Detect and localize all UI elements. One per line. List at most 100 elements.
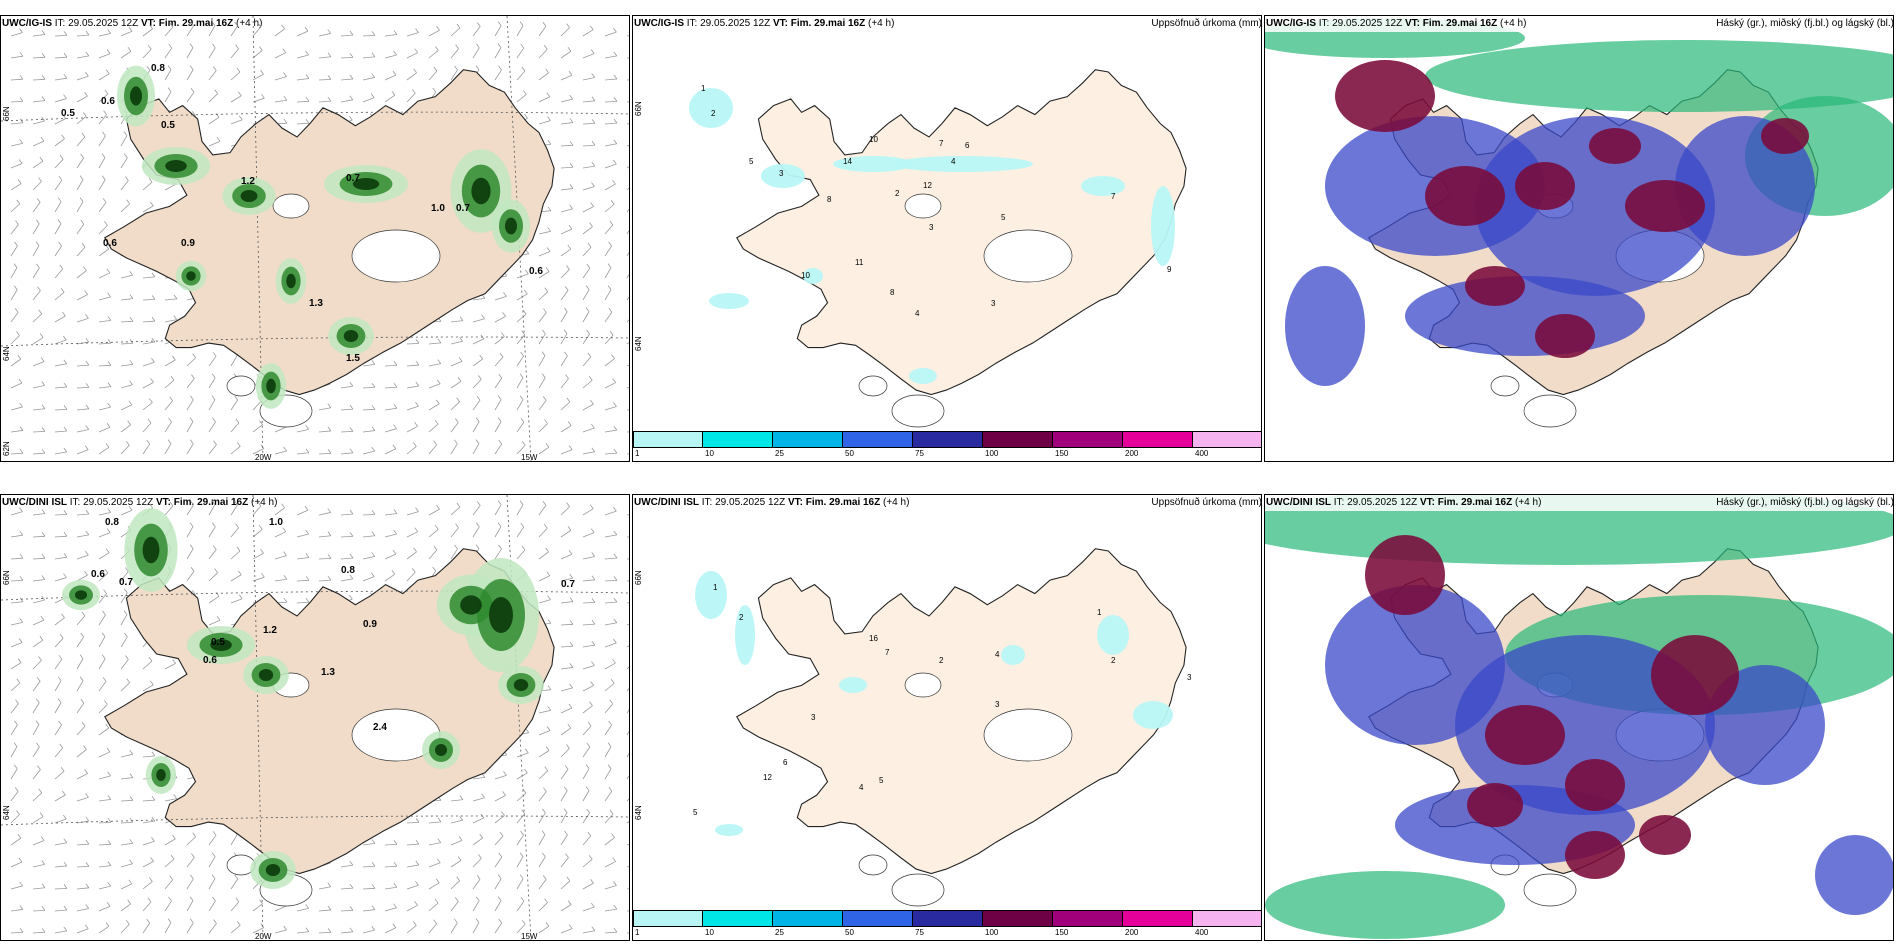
panel-header: UWC/DINI ISL IT: 29.05.2025 12Z VT: Fim.… — [633, 495, 1261, 511]
value-label: 3 — [929, 223, 934, 232]
colorbar-tick: 50 — [845, 449, 854, 458]
it-value: 29.05.2025 12Z — [68, 18, 139, 29]
value-label: 8 — [890, 288, 895, 297]
value-label: 0.5 — [61, 108, 75, 119]
lon-label-15w: 15W — [521, 453, 538, 462]
vt-value: Fim. 29.mai 16Z — [1422, 18, 1498, 29]
glacier — [1523, 873, 1577, 907]
lead-time: (+4 h) — [251, 497, 278, 508]
colorbar-tick: 1 — [635, 928, 640, 937]
value-label: 5 — [879, 776, 884, 785]
panel-header: UWC/DINI ISL IT: 29.05.2025 12Z VT: Fim.… — [1265, 495, 1893, 511]
panel-precip-bottom: UWC/DINI ISL IT: 29.05.2025 12Z VT: Fim.… — [632, 494, 1262, 941]
value-label: 12 — [763, 773, 772, 782]
colorbar-swatch — [1193, 431, 1261, 448]
colorbar-swatch — [1193, 910, 1261, 927]
it-label: IT: — [69, 497, 81, 508]
vt-label: VT: — [155, 497, 171, 508]
value-label: 1 — [713, 583, 718, 592]
graticule-15w — [506, 495, 532, 940]
colorbar-tick: 200 — [1125, 928, 1139, 937]
value-label: 0.8 — [151, 63, 165, 74]
value-label: 12 — [923, 181, 932, 190]
colorbar-tick: 25 — [775, 928, 784, 937]
graticule-15w — [506, 16, 532, 461]
value-label: 3 — [811, 713, 816, 722]
lat-label-66n: 66N — [634, 570, 643, 585]
panel-header: UWC/IG-IS IT: 29.05.2025 12Z VT: Fim. 29… — [633, 16, 1261, 32]
value-label: 9 — [1167, 265, 1172, 274]
wind-convective-map: 0.8 0.6 0.5 1.2 1.0 0.7 0.9 0.6 0.7 1.5 1.3 0.6 0.5 — [1, 16, 629, 461]
value-label: 0.6 — [91, 569, 105, 580]
glacier — [1490, 375, 1520, 397]
value-label: 4 — [915, 309, 920, 318]
value-label: 4 — [951, 157, 956, 166]
it-value: 29.05.2025 12Z — [83, 497, 154, 508]
value-label: 4 — [995, 650, 1000, 659]
cloud-cover-map — [1265, 18, 1893, 428]
value-label: 5 — [693, 808, 698, 817]
value-label: 3 — [991, 299, 996, 308]
value-labels: 0.8 0.6 0.5 1.2 1.0 0.7 0.9 0.6 0.7 1.5 1.3 0.6 0.5 — [61, 63, 543, 364]
it-label: IT: — [701, 497, 713, 508]
value-label: 1 — [1097, 608, 1102, 617]
value-label: 1.3 — [309, 298, 323, 309]
colorbar-frame — [633, 910, 1261, 927]
it-value: 29.05.2025 12Z — [700, 18, 771, 29]
it-value: 29.05.2025 12Z — [715, 497, 786, 508]
colorbar-tick: 75 — [915, 449, 924, 458]
value-labels: 0.8 0.6 0.7 1.0 0.8 0.9 1.2 0.5 0.6 0.7 1.3 2.4 — [91, 517, 575, 733]
value-label: 0.7 — [119, 577, 133, 588]
colorbar-swatch — [633, 910, 703, 927]
lat-label-66n: 66N — [2, 106, 11, 121]
lead-time: (+4 h) — [236, 18, 263, 29]
panel-header: UWC/IG-IS IT: 29.05.2025 12Z VT: Fim. 29… — [1, 16, 629, 32]
value-label: 0.8 — [105, 517, 119, 528]
convective-light — [62, 508, 544, 889]
value-label: 2 — [1111, 656, 1116, 665]
wind-convective-map: 0.8 0.6 0.7 1.0 0.8 0.9 1.2 0.5 0.6 0.7 1.3 2.4 — [1, 495, 629, 940]
colorbar-tick: 1 — [635, 449, 640, 458]
cloud-cover-map — [1265, 495, 1893, 939]
value-label: 5 — [749, 157, 754, 166]
panel-precip-top: UWC/IG-IS IT: 29.05.2025 12Z VT: Fim. 29… — [632, 15, 1262, 462]
vt-label: VT: — [787, 497, 803, 508]
value-label: 0.5 — [161, 120, 175, 131]
panel-cloud-top: UWC/IG-IS IT: 29.05.2025 12Z VT: Fim. 29… — [1264, 15, 1894, 462]
value-label: 0.6 — [103, 238, 117, 249]
lat-label-64n: 64N — [2, 805, 11, 820]
colorbar-swatch — [1123, 910, 1193, 927]
lead-time: (+4 h) — [1500, 18, 1527, 29]
it-label: IT: — [1318, 18, 1330, 29]
iceland-land — [104, 548, 555, 875]
panel-wind-conv-bottom: UWC/DINI ISL IT: 29.05.2025 12Z VT: Fim.… — [0, 494, 630, 941]
vt-value: Fim. 29.mai 16Z — [173, 497, 249, 508]
value-label: 7 — [939, 139, 944, 148]
colorbar-tick: 10 — [705, 449, 714, 458]
colorbar-swatch — [1053, 431, 1123, 448]
colorbar-tick: 75 — [915, 928, 924, 937]
value-label: 2 — [739, 613, 744, 622]
colorbar-tick: 50 — [845, 928, 854, 937]
lead-time: (+4 h) — [883, 497, 910, 508]
value-label: 0.9 — [181, 238, 195, 249]
vt-value: Fim. 29.mai 16Z — [158, 18, 234, 29]
value-label: 16 — [869, 634, 878, 643]
model-name: UWC/IG-IS — [1266, 18, 1316, 29]
colorbar-swatch — [633, 431, 703, 448]
vt-value: Fim. 29.mai 16Z — [805, 497, 881, 508]
model-name: UWC/DINI ISL — [634, 497, 699, 508]
colorbar-tick: 100 — [985, 928, 999, 937]
colorbar-swatch — [1123, 431, 1193, 448]
value-label: 6 — [783, 758, 788, 767]
precip-colorbar: 1 10 25 50 75 100 150 200 400 — [633, 431, 1261, 461]
lon-label-20w: 20W — [255, 932, 272, 941]
glacier — [983, 229, 1073, 283]
colorbar-swatch — [983, 910, 1053, 927]
colorbar-swatch — [703, 910, 773, 927]
value-label: 1.0 — [431, 203, 445, 214]
colorbar-tick: 400 — [1195, 928, 1209, 937]
value-label: 1.5 — [346, 353, 360, 364]
